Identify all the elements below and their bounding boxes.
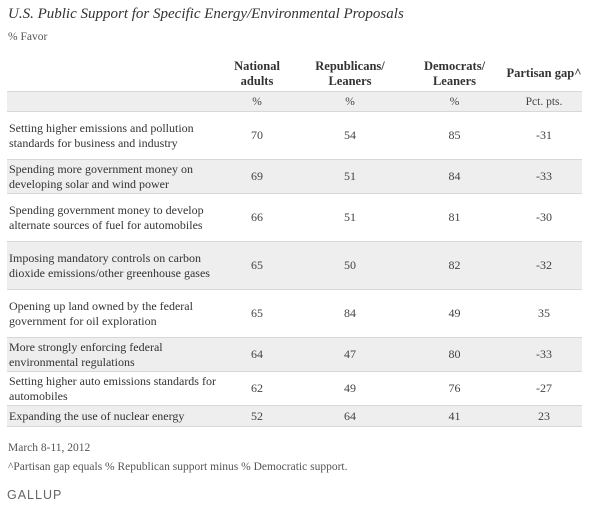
cell-national: 65	[217, 241, 297, 290]
cell-national: 65	[217, 289, 297, 338]
cell-gap: 23	[506, 405, 582, 427]
units-democrats: %	[403, 91, 506, 112]
header-national: National adults	[234, 58, 280, 88]
row-label: Opening up land owned by the federal gov…	[7, 289, 217, 338]
units-empty	[7, 91, 217, 112]
cell-gap: -33	[506, 337, 582, 372]
units-national: %	[217, 91, 297, 112]
cell-republicans: 64	[297, 405, 403, 427]
header-democrats: Democrats/ Leaners	[423, 58, 486, 88]
header-gap: Partisan gap^	[506, 66, 582, 80]
cell-republicans: 51	[297, 193, 403, 242]
header-republicans: Republicans/ Leaners	[315, 58, 385, 88]
cell-national: 62	[217, 371, 297, 406]
units-gap: Pct. pts.	[506, 91, 582, 112]
cell-democrats: 41	[403, 405, 506, 427]
footnote: ^Partisan gap equals % Republican suppor…	[8, 461, 348, 473]
cell-democrats: 82	[403, 241, 506, 290]
table-row: Setting higher emissions and pollution s…	[7, 111, 582, 160]
table-row: Opening up land owned by the federal gov…	[7, 289, 582, 338]
table-subtitle: % Favor	[8, 31, 48, 43]
header-row: National adults Republicans/ Leaners Dem…	[7, 56, 582, 92]
units-republicans: %	[297, 91, 403, 112]
row-label: Setting higher auto emissions standards …	[7, 371, 217, 406]
cell-republicans: 54	[297, 111, 403, 160]
cell-republicans: 49	[297, 371, 403, 406]
table-row: Setting higher auto emissions standards …	[7, 371, 582, 406]
cell-national: 64	[217, 337, 297, 372]
cell-democrats: 76	[403, 371, 506, 406]
cell-republicans: 50	[297, 241, 403, 290]
survey-date: March 8-11, 2012	[8, 442, 91, 454]
cell-democrats: 81	[403, 193, 506, 242]
row-label: Spending government money to develop alt…	[7, 193, 217, 242]
cell-republicans: 51	[297, 159, 403, 194]
cell-national: 66	[217, 193, 297, 242]
support-table: National adults Republicans/ Leaners Dem…	[7, 56, 582, 427]
units-row: % % % Pct. pts.	[7, 91, 582, 112]
table-row: Expanding the use of nuclear energy 52 6…	[7, 405, 582, 427]
row-label: Setting higher emissions and pollution s…	[7, 111, 217, 160]
header-empty	[7, 56, 217, 92]
table-row: Spending more government money on develo…	[7, 159, 582, 194]
cell-gap: 35	[506, 289, 582, 338]
cell-gap: -30	[506, 193, 582, 242]
cell-national: 52	[217, 405, 297, 427]
row-label: Expanding the use of nuclear energy	[7, 405, 217, 427]
cell-gap: -31	[506, 111, 582, 160]
cell-national: 70	[217, 111, 297, 160]
table-row: More strongly enforcing federal environm…	[7, 337, 582, 372]
table-title: U.S. Public Support for Specific Energy/…	[8, 6, 404, 22]
table-row: Imposing mandatory controls on carbon di…	[7, 241, 582, 290]
table-row: Spending government money to develop alt…	[7, 193, 582, 242]
cell-gap: -32	[506, 241, 582, 290]
cell-gap: -33	[506, 159, 582, 194]
cell-democrats: 80	[403, 337, 506, 372]
cell-national: 69	[217, 159, 297, 194]
row-label: Imposing mandatory controls on carbon di…	[7, 241, 217, 290]
gallup-logo: GALLUP	[7, 488, 63, 502]
cell-gap: -27	[506, 371, 582, 406]
cell-republicans: 47	[297, 337, 403, 372]
cell-democrats: 85	[403, 111, 506, 160]
row-label: More strongly enforcing federal environm…	[7, 337, 217, 372]
cell-democrats: 49	[403, 289, 506, 338]
cell-republicans: 84	[297, 289, 403, 338]
row-label: Spending more government money on develo…	[7, 159, 217, 194]
cell-democrats: 84	[403, 159, 506, 194]
